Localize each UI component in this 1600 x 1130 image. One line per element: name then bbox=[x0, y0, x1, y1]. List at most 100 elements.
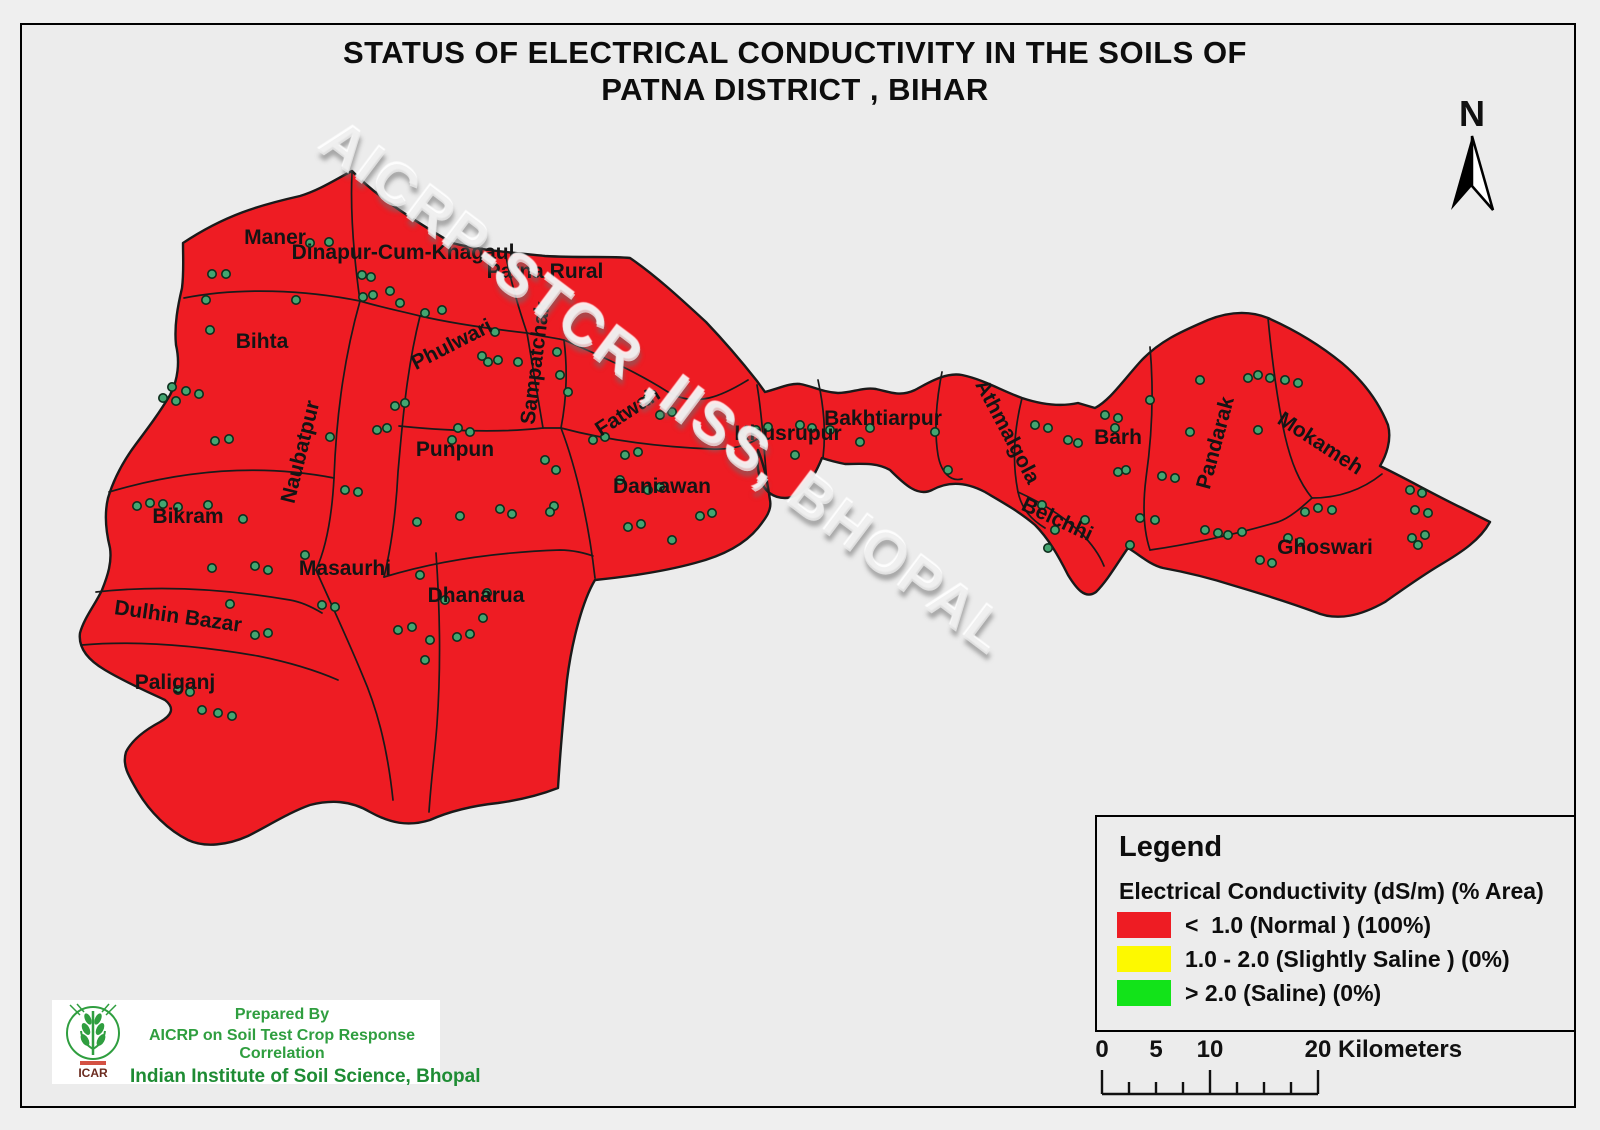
attribution-institute: Indian Institute of Soil Science, Bhopal bbox=[130, 1066, 481, 1087]
sample-point bbox=[205, 324, 216, 335]
sample-point bbox=[789, 449, 800, 460]
sample-point bbox=[357, 291, 368, 302]
sample-point bbox=[454, 510, 465, 521]
sample-point bbox=[1413, 539, 1424, 550]
sample-point bbox=[599, 431, 610, 442]
legend-item: < 1.0 (Normal ) (100%) bbox=[1117, 911, 1574, 939]
sample-point bbox=[299, 549, 310, 560]
sample-point bbox=[551, 346, 562, 357]
sample-point bbox=[512, 356, 523, 367]
page-title: STATUS OF ELECTRICAL CONDUCTIVITY IN THE… bbox=[300, 34, 1290, 108]
sample-point bbox=[1043, 542, 1054, 553]
sample-point bbox=[942, 464, 953, 475]
sample-point bbox=[464, 426, 475, 437]
sample-point bbox=[411, 516, 422, 527]
sample-point bbox=[1265, 372, 1276, 383]
sample-point bbox=[1100, 409, 1111, 420]
sample-point bbox=[225, 598, 236, 609]
sample-point bbox=[1170, 472, 1181, 483]
sample-point bbox=[806, 422, 817, 433]
sample-point bbox=[185, 686, 196, 697]
sample-point bbox=[1113, 466, 1124, 477]
sample-point bbox=[194, 388, 205, 399]
legend: Legend Electrical Conductivity (dS/m) (%… bbox=[1095, 815, 1576, 1032]
north-arrow: N bbox=[1432, 96, 1512, 216]
scalebar-unit: Kilometers bbox=[1338, 1036, 1463, 1063]
sample-point bbox=[250, 560, 261, 571]
sample-point bbox=[394, 297, 405, 308]
sample-point bbox=[1267, 557, 1278, 568]
sample-point bbox=[864, 422, 875, 433]
sample-point bbox=[221, 268, 232, 279]
legend-title: Legend bbox=[1119, 831, 1223, 863]
sample-point bbox=[181, 385, 192, 396]
sample-point bbox=[1417, 487, 1428, 498]
sample-point bbox=[1253, 369, 1264, 380]
sample-point bbox=[654, 481, 665, 492]
icar-logo-icon: ICAR bbox=[66, 1003, 120, 1080]
attribution-prepared-by: Prepared By bbox=[234, 1006, 330, 1023]
sample-point bbox=[356, 269, 367, 280]
sample-point bbox=[201, 294, 212, 305]
district-outline[interactable] bbox=[78, 169, 1492, 846]
sample-point bbox=[419, 307, 430, 318]
sample-point bbox=[1407, 532, 1418, 543]
legend-item-label: > 2.0 (Saline) (0%) bbox=[1185, 979, 1382, 1006]
svg-text:ICAR: ICAR bbox=[78, 1066, 108, 1080]
sample-point bbox=[794, 419, 805, 430]
scalebar-tick-0: 0 bbox=[1095, 1036, 1109, 1063]
sample-point bbox=[1157, 470, 1168, 481]
scalebar: 0 5 10 20 Kilometers bbox=[1060, 1036, 1540, 1106]
sample-point bbox=[238, 513, 249, 524]
sample-point bbox=[436, 304, 447, 315]
sample-point bbox=[173, 501, 184, 512]
attribution-org: AICRP on Soil Test Crop Response Correla… bbox=[148, 1027, 416, 1062]
legend-subtitle: Electrical Conductivity (dS/m) (% Area) bbox=[1119, 878, 1544, 904]
sample-point bbox=[262, 627, 273, 638]
sample-point bbox=[464, 628, 475, 639]
legend-item-label: < 1.0 (Normal ) (100%) bbox=[1185, 911, 1432, 938]
sample-point bbox=[197, 704, 208, 715]
sample-point bbox=[1063, 434, 1074, 445]
sample-point bbox=[451, 631, 462, 642]
sample-point bbox=[824, 424, 835, 435]
sample-point bbox=[1195, 374, 1206, 385]
sample-point bbox=[158, 498, 169, 509]
sample-point bbox=[1237, 526, 1248, 537]
sample-point bbox=[642, 392, 653, 403]
legend-swatch bbox=[1117, 946, 1171, 972]
sample-point bbox=[1150, 514, 1161, 525]
sample-point bbox=[1050, 524, 1061, 535]
sample-point bbox=[399, 397, 410, 408]
north-arrow-icon bbox=[1451, 135, 1495, 211]
sample-point bbox=[1327, 504, 1338, 515]
sample-point bbox=[1121, 464, 1132, 475]
sample-point bbox=[227, 710, 238, 721]
sample-point bbox=[1223, 529, 1234, 540]
sample-point bbox=[446, 434, 457, 445]
sample-point bbox=[1280, 374, 1291, 385]
sample-point bbox=[1423, 507, 1434, 518]
sample-points bbox=[132, 237, 1434, 721]
title-line-1: STATUS OF ELECTRICAL CONDUCTIVITY IN THE… bbox=[342, 35, 1247, 70]
sample-point bbox=[482, 356, 493, 367]
sample-point bbox=[481, 587, 492, 598]
sample-point bbox=[339, 484, 350, 495]
sample-point bbox=[477, 612, 488, 623]
sample-point bbox=[562, 386, 573, 397]
scalebar-tick-10: 10 bbox=[1196, 1036, 1224, 1063]
sample-point bbox=[1213, 527, 1224, 538]
sample-point bbox=[1043, 422, 1054, 433]
sample-point bbox=[452, 422, 463, 433]
sample-point bbox=[554, 369, 565, 380]
sample-point bbox=[854, 436, 865, 447]
sample-point bbox=[1030, 419, 1041, 430]
sample-point bbox=[666, 534, 677, 545]
sample-point bbox=[494, 503, 505, 514]
sample-point bbox=[210, 435, 221, 446]
sample-point bbox=[250, 629, 261, 640]
sample-point bbox=[619, 449, 630, 460]
sample-point bbox=[384, 285, 395, 296]
sample-point bbox=[145, 497, 156, 508]
